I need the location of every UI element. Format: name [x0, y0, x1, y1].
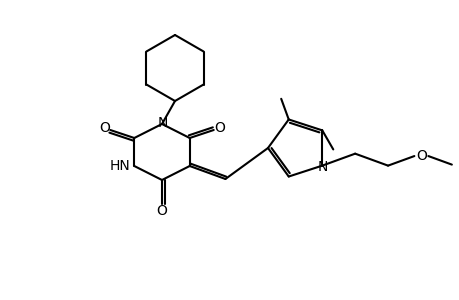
Text: O: O: [99, 121, 110, 135]
Text: O: O: [156, 204, 167, 218]
Text: HN: HN: [110, 159, 130, 173]
Text: O: O: [415, 149, 426, 163]
Text: N: N: [317, 160, 328, 174]
Text: N: N: [157, 116, 168, 130]
Text: O: O: [214, 121, 224, 135]
